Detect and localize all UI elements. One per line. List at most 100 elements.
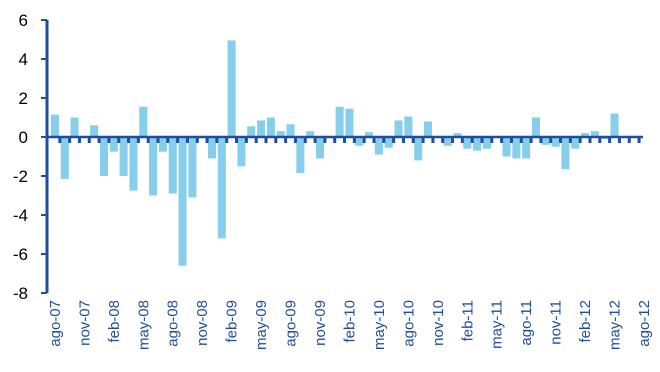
bar-feb-08 [109, 137, 118, 152]
month-tick [87, 137, 91, 143]
x-tick-label: may-09 [253, 300, 270, 350]
bar-jul-11 [512, 137, 521, 159]
bar-ene-10 [335, 106, 344, 137]
bar-may-10 [374, 137, 383, 155]
y-tick-label: 4 [19, 50, 28, 69]
bar-ene-12 [571, 137, 580, 149]
month-tick [146, 137, 150, 143]
bar-mar-08 [119, 137, 128, 176]
bar-sep-11 [531, 117, 541, 137]
x-tick-label: may-11 [489, 300, 506, 349]
x-tick-label: nov-08 [194, 300, 211, 346]
x-tick-label: feb-09 [224, 300, 241, 343]
y-tick-label: 2 [19, 89, 28, 108]
bar-abr-09 [247, 126, 256, 137]
y-tick-label: 6 [19, 11, 28, 30]
bar-ene-11 [453, 133, 462, 137]
bar-ago-08 [168, 137, 177, 194]
bar-abr-10 [365, 132, 374, 138]
month-tick [127, 137, 131, 143]
bar-oct-07 [70, 117, 79, 137]
bar-ene-09 [217, 137, 226, 239]
bar-jun-09 [266, 117, 275, 137]
bar-feb-10 [345, 108, 354, 137]
bar-sep-07 [60, 137, 69, 179]
bar-dic-08 [207, 137, 217, 159]
month-tick [284, 137, 288, 143]
month-tick [215, 137, 219, 143]
month-tick [470, 137, 474, 143]
bar-jul-10 [394, 120, 403, 137]
month-tick [274, 137, 278, 143]
bar-feb-11 [463, 137, 472, 149]
bar-ene-08 [99, 137, 109, 176]
y-ticks-group: -8 -6 -4 -2 0 2 4 6 [13, 11, 47, 303]
month-tick [411, 137, 415, 143]
bar-mar-12 [590, 131, 599, 137]
month-tick [254, 137, 258, 143]
bar-nov-11 [551, 137, 560, 147]
month-tick [559, 137, 563, 143]
x-tick-label: may-12 [607, 300, 624, 350]
month-tick [323, 137, 327, 143]
x-tick-label: may-08 [135, 300, 152, 350]
month-tick [509, 137, 513, 143]
bar-sep-08 [178, 137, 187, 266]
x-tick-label: feb-08 [106, 300, 123, 343]
month-tick [156, 137, 160, 143]
month-tick [598, 137, 602, 143]
month-tick [421, 137, 425, 143]
x-tick-label: may-10 [371, 300, 388, 350]
bar-mar-09 [237, 137, 246, 167]
bar-sep-09 [296, 137, 305, 174]
x-tick-label: ago-08 [165, 300, 182, 347]
bar-dic-11 [561, 137, 570, 170]
month-tick [637, 137, 641, 143]
bar-abr-08 [129, 137, 138, 191]
month-tick [480, 137, 484, 143]
y-tick-label: 0 [19, 128, 28, 147]
bars-group [50, 40, 619, 266]
month-tick [392, 137, 396, 143]
x-tick-label: nov-09 [312, 300, 329, 346]
month-tick [244, 137, 248, 143]
bar-ago-07 [50, 114, 59, 137]
bar-oct-09 [306, 131, 315, 137]
bar-oct-11 [541, 137, 550, 145]
bar-nov-09 [315, 137, 325, 159]
month-tick [313, 137, 317, 143]
bar-oct-10 [423, 121, 433, 137]
month-tick [77, 137, 81, 143]
bar-jun-11 [502, 137, 511, 157]
month-tick [401, 137, 405, 143]
month-tick [529, 137, 533, 143]
month-tick [58, 137, 62, 143]
month-tick [617, 137, 621, 143]
y-tick-label: -2 [13, 167, 28, 186]
month-tick [195, 137, 199, 143]
x-tick-label: ago-09 [283, 300, 300, 347]
x-tick-label: ago-10 [400, 300, 417, 347]
month-tick [136, 137, 140, 143]
month-ticks-group [58, 137, 641, 143]
month-tick [97, 137, 101, 143]
month-tick [578, 137, 582, 143]
month-tick [500, 137, 504, 143]
y-tick-label: -4 [13, 206, 28, 225]
bar-abr-11 [482, 137, 491, 149]
month-tick [382, 137, 386, 143]
month-tick [451, 137, 455, 143]
x-tick-label: nov-10 [430, 300, 447, 346]
bar-jul-08 [158, 137, 167, 152]
month-tick [568, 137, 572, 143]
bar-jun-08 [149, 137, 158, 196]
y-tick-label: -8 [13, 284, 28, 303]
x-tick-label: nov-11 [548, 300, 565, 345]
bar-ago-09 [286, 124, 295, 137]
bar-sep-10 [414, 137, 423, 161]
month-tick [117, 137, 121, 143]
month-tick [441, 137, 445, 143]
month-tick [225, 137, 229, 143]
bar-jul-09 [276, 131, 285, 137]
